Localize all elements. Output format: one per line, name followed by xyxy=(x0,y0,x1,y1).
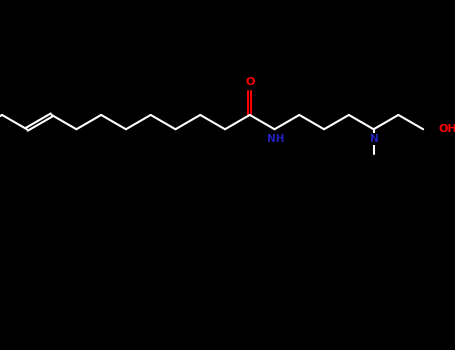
Text: O: O xyxy=(245,77,254,87)
Text: OH: OH xyxy=(439,124,455,134)
Text: N: N xyxy=(370,134,379,144)
Text: NH: NH xyxy=(267,134,284,144)
